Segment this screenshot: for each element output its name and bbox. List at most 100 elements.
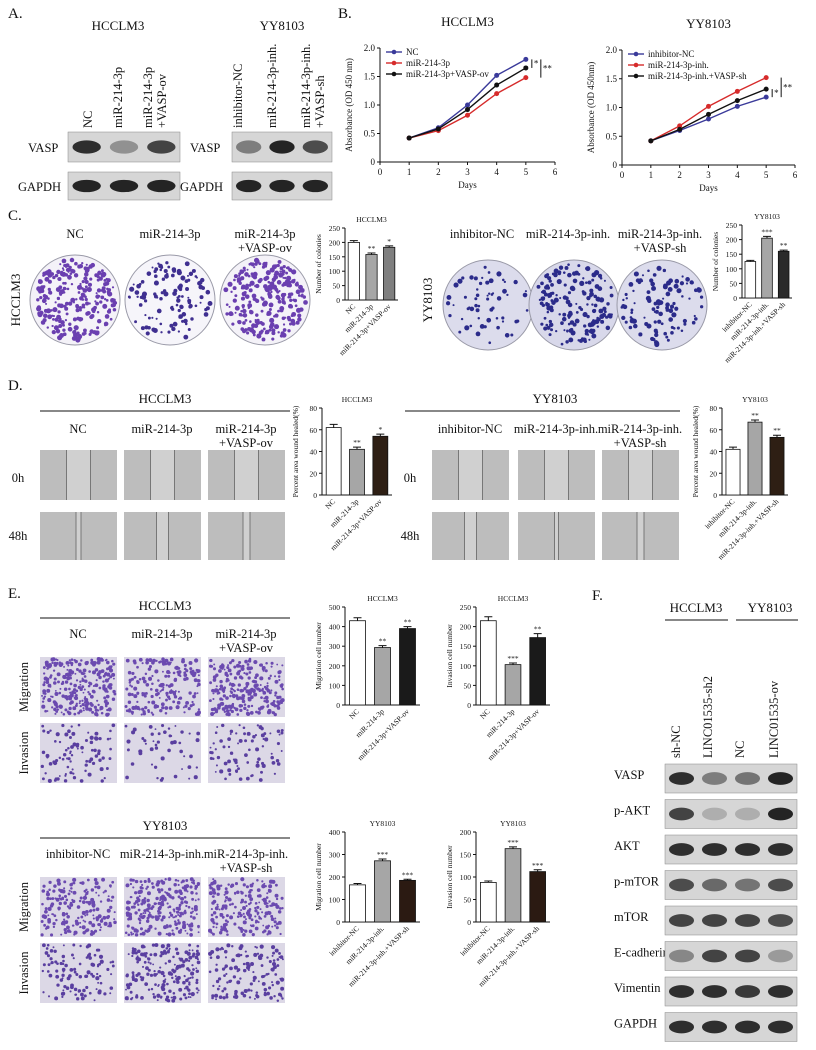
cell xyxy=(273,920,277,924)
cell xyxy=(263,987,268,992)
cell xyxy=(97,751,101,756)
cell xyxy=(69,750,72,753)
cell xyxy=(89,740,94,745)
colony xyxy=(287,303,293,309)
colony xyxy=(646,290,651,295)
colony xyxy=(593,303,598,308)
cell xyxy=(166,943,171,948)
cell xyxy=(238,777,243,781)
cell xyxy=(155,659,158,662)
cell xyxy=(216,892,220,896)
cell xyxy=(277,675,281,678)
cell xyxy=(76,905,81,909)
x-tick-label: 1 xyxy=(407,167,412,177)
colony xyxy=(187,300,192,305)
cell xyxy=(54,996,58,1001)
colony xyxy=(477,317,480,320)
colony xyxy=(670,325,674,329)
cell xyxy=(54,960,58,964)
colony xyxy=(672,301,676,306)
colony xyxy=(231,322,235,326)
y-tick-label: 60 xyxy=(310,426,318,435)
dish xyxy=(616,259,708,351)
cell xyxy=(259,944,264,949)
cell xyxy=(252,679,256,683)
cell xyxy=(190,971,195,976)
cell xyxy=(268,900,271,903)
cell xyxy=(227,768,232,773)
cell xyxy=(210,664,214,668)
cell xyxy=(185,978,189,983)
colony xyxy=(232,298,237,303)
cell xyxy=(84,763,88,767)
cell xyxy=(236,764,239,768)
cell xyxy=(212,921,216,925)
cell xyxy=(165,694,168,697)
colony xyxy=(274,270,280,276)
x-tick-label: 0 xyxy=(378,167,383,177)
colony xyxy=(176,296,179,299)
colony xyxy=(501,316,505,320)
cell xyxy=(191,949,194,952)
cell xyxy=(72,776,75,779)
colony xyxy=(239,269,245,274)
cell xyxy=(244,950,247,953)
cell xyxy=(158,914,161,918)
colony xyxy=(268,328,272,332)
colony xyxy=(77,264,82,269)
cell xyxy=(65,898,69,902)
colony xyxy=(581,290,585,294)
cell xyxy=(69,691,72,694)
cell xyxy=(250,695,254,699)
cell xyxy=(189,754,193,759)
colony xyxy=(60,270,64,274)
colony xyxy=(187,296,190,299)
cell xyxy=(137,908,141,912)
cell xyxy=(221,967,226,971)
cell xyxy=(130,762,135,766)
cell xyxy=(189,885,193,889)
y-tick-label: 500 xyxy=(329,603,341,612)
colony xyxy=(565,296,569,301)
cell xyxy=(53,707,57,712)
cell xyxy=(152,658,156,663)
colony xyxy=(159,268,163,272)
cell xyxy=(147,877,151,881)
colony xyxy=(283,316,287,319)
colony xyxy=(568,337,574,343)
cell xyxy=(168,671,171,674)
cell xyxy=(270,917,275,922)
cell xyxy=(55,969,59,973)
colony xyxy=(474,303,478,308)
cell xyxy=(157,985,160,987)
colony xyxy=(513,279,518,285)
cell xyxy=(127,953,130,956)
colony xyxy=(75,308,80,313)
cell xyxy=(254,915,257,918)
cell xyxy=(182,993,187,997)
blot-band xyxy=(109,140,139,154)
cell xyxy=(41,914,46,919)
cell xyxy=(224,964,228,968)
colony xyxy=(597,286,603,291)
cell xyxy=(45,680,50,684)
cell xyxy=(270,967,275,972)
cell xyxy=(62,944,65,947)
cell xyxy=(183,987,186,990)
cell xyxy=(147,910,150,913)
error-bar xyxy=(751,419,759,423)
cell xyxy=(260,770,264,774)
cell xyxy=(258,916,262,920)
cell xyxy=(197,708,201,711)
colony xyxy=(593,309,597,312)
colony xyxy=(302,295,307,299)
cell xyxy=(85,706,89,711)
cell xyxy=(130,677,134,681)
cell xyxy=(103,696,107,700)
colony xyxy=(645,295,651,301)
y-tick-label: 0 xyxy=(613,160,618,170)
cell xyxy=(237,911,242,916)
cell xyxy=(50,695,52,698)
colony xyxy=(630,308,634,312)
cell xyxy=(172,992,176,995)
